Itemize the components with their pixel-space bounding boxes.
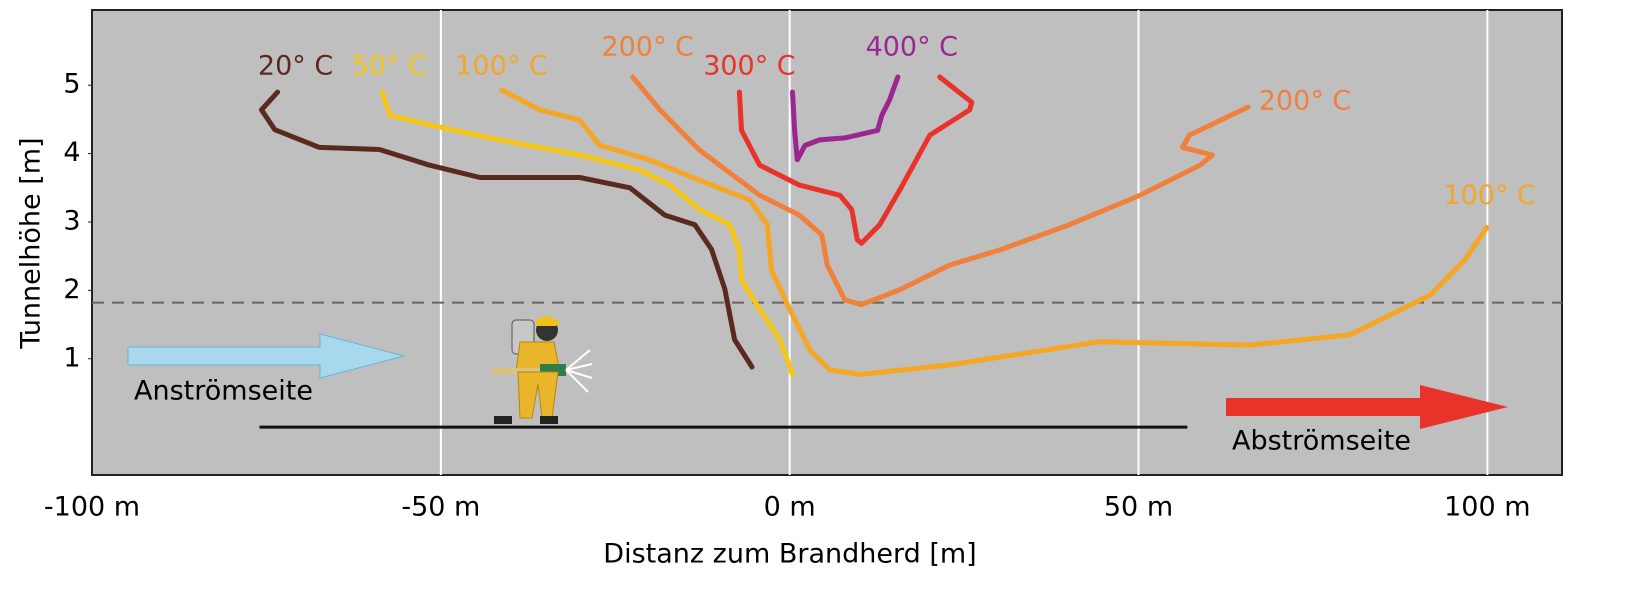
series-label: 20° C	[258, 51, 333, 82]
series-label: 50° C	[352, 51, 427, 82]
x-tick-label: 100 m	[1444, 492, 1530, 523]
boot	[494, 416, 512, 424]
series-label: 200° C	[601, 32, 693, 63]
annotation: Anströmseite	[134, 376, 313, 407]
series-label: 200° C	[1259, 86, 1351, 117]
x-tick-label: -100 m	[44, 492, 140, 523]
x-axis-label: Distanz zum Brandherd [m]	[603, 539, 976, 570]
annotation: Abströmseite	[1232, 426, 1411, 457]
y-axis-label: Tunnelhöhe [m]	[16, 137, 47, 349]
y-tick-label: 2	[63, 274, 80, 305]
chart: 20° C 50° C 100° C 100° C 200° C 200° C 300° C…	[0, 0, 1647, 602]
series-label: 100° C	[1443, 180, 1535, 211]
series-label: 400° C	[866, 32, 958, 63]
series-label: 100° C	[455, 51, 547, 82]
y-tick-label: 1	[63, 342, 80, 373]
x-tick-label: -50 m	[401, 492, 480, 523]
y-tick-label: 4	[63, 137, 80, 168]
y-tick-label: 5	[63, 69, 80, 100]
boot	[540, 416, 558, 424]
series-label: 300° C	[703, 51, 795, 82]
y-tick-label: 3	[63, 205, 80, 236]
x-tick-label: 50 m	[1104, 492, 1173, 523]
x-tick-label: 0 m	[764, 492, 816, 523]
